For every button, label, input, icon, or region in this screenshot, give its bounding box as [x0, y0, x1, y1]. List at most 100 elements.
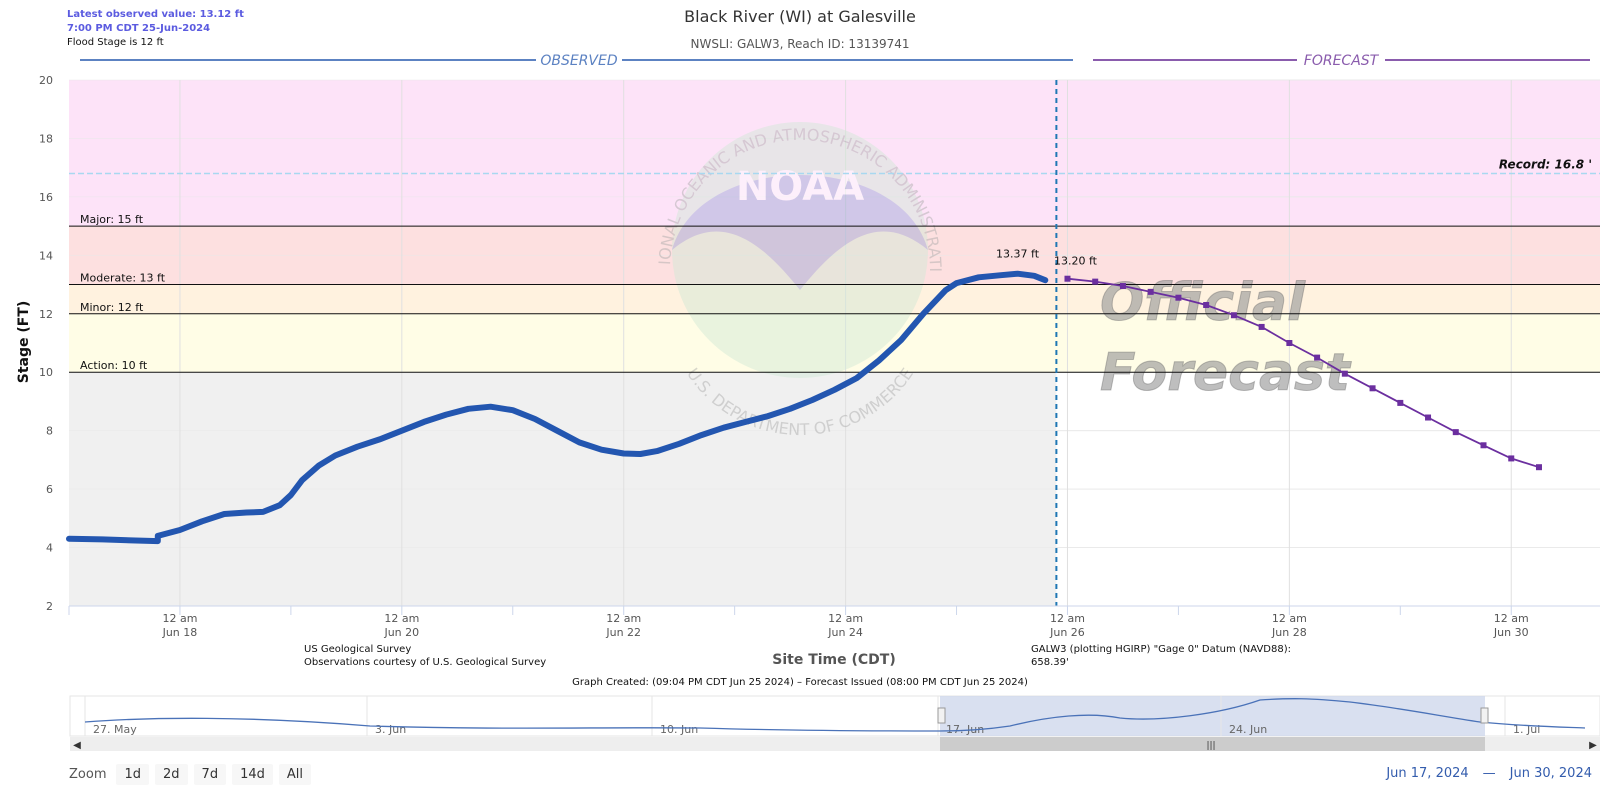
usgs-credit: US Geological Survey Observations courte… — [304, 643, 546, 669]
x-tick-label: Jun 30 — [1493, 626, 1529, 639]
data-series — [66, 270, 1542, 545]
forecast-point — [1397, 399, 1404, 406]
scroll-right-icon[interactable]: ▶ — [1589, 740, 1597, 751]
forecast-point — [1203, 302, 1210, 309]
latest-observation-box: Latest observed value: 13.12 ft 7:00 PM … — [67, 8, 244, 50]
forecast-point — [1341, 370, 1348, 377]
range-to[interactable]: Jun 30, 2024 — [1509, 766, 1592, 781]
minor-band — [69, 284, 1600, 314]
navigator-date-label: 3. Jun — [375, 723, 406, 736]
forecast-word: Forecast — [1100, 343, 1352, 403]
x-tick-label: Jun 22 — [605, 626, 641, 639]
x-tick-label: 12 am — [1494, 612, 1529, 625]
action-band — [69, 313, 1600, 373]
record-label: Record: 16.8 ' — [1499, 158, 1592, 172]
navigator-handle-left[interactable] — [937, 707, 946, 724]
credit-line-1: US Geological Survey — [304, 644, 412, 655]
navigator-labels: 27. May 3. Jun 10. Jun 17. Jun 24. Jun 1. Jul — [84, 696, 1540, 736]
zoom-all-button[interactable]: All — [278, 764, 311, 785]
y-axis-title: Stage (FT) — [16, 301, 32, 384]
scroll-left-icon[interactable]: ◀ — [73, 740, 81, 751]
x-tick-label: Jun 18 — [162, 626, 198, 639]
navigator-date-label: 10. Jun — [660, 723, 698, 736]
forecast-point — [1369, 385, 1376, 392]
forecast-point — [1147, 288, 1154, 295]
action-label: Action: 10 ft — [80, 359, 148, 372]
zoom-14d-button[interactable]: 14d — [232, 764, 273, 785]
forecast-point — [1535, 464, 1542, 471]
zoom-2d-button[interactable]: 2d — [155, 764, 188, 785]
data-annotations: 13.37 ft 13.20 ft — [996, 248, 1098, 268]
x-tick-label: Jun 26 — [1049, 626, 1085, 639]
noaa-logo-text: NOAA — [736, 164, 864, 210]
observed-label: OBSERVED — [540, 53, 618, 69]
latest-time: 7:00 PM CDT 25-Jun-2024 — [67, 23, 211, 34]
y-tick-label: 18 — [39, 132, 53, 145]
forecast-series-line — [1067, 277, 1540, 469]
credit-line-2: Observations courtesy of U.S. Geological… — [304, 657, 547, 668]
flood-stage-note: Flood Stage is 12 ft — [67, 37, 164, 48]
navigator-series — [84, 698, 1586, 732]
date-range: Jun 17, 2024 — Jun 30, 2024 — [1386, 766, 1592, 781]
forecast-point — [1314, 354, 1321, 361]
zoom-controls: Zoom 1d 2d 7d 14d All — [69, 764, 311, 785]
forecast-point — [1119, 283, 1126, 290]
scrollbar-grip-icon: ||| — [1206, 741, 1215, 751]
major-band — [69, 80, 1600, 227]
zoom-7d-button[interactable]: 7d — [193, 764, 227, 785]
y-tick-label: 20 — [39, 74, 53, 87]
y-tick-label: 16 — [39, 191, 53, 204]
threshold-lines: Record: 16.8 ' Major: 15 ft Moderate: 13 f… — [69, 80, 1600, 606]
forecast-label: FORECAST — [1304, 53, 1380, 69]
forecast-point — [1425, 414, 1432, 421]
x-tick-label: 12 am — [1272, 612, 1307, 625]
y-tick-label: 14 — [39, 249, 53, 262]
minor-label: Minor: 12 ft — [80, 301, 144, 314]
navigator[interactable]: 27. May 3. Jun 10. Jun 17. Jun 24. Jun 1. Jul… — [69, 695, 1600, 751]
zoom-1d-button[interactable]: 1d — [116, 764, 150, 785]
range-from[interactable]: Jun 17, 2024 — [1386, 766, 1469, 781]
datum-line-2: 658.39' — [1031, 657, 1069, 668]
forecast-point — [1064, 275, 1071, 282]
forecast-point — [1092, 278, 1099, 285]
chart-title: Black River (WI) at Galesville — [684, 7, 916, 26]
noaa-bird — [672, 175, 928, 290]
x-tick-label: 12 am — [606, 612, 641, 625]
navigator-selection[interactable] — [940, 696, 1485, 736]
datum-note: GALW3 (plotting HGIRP) "Gage 0" Datum (N… — [1031, 643, 1291, 669]
value-annotation: 13.20 ft — [1054, 255, 1098, 268]
forecast-point — [1452, 429, 1459, 436]
forecast-point — [1286, 340, 1293, 346]
graph-created-note: Graph Created: (09:04 PM CDT Jun 25 2024… — [572, 677, 1028, 688]
navigator-date-label: 27. May — [93, 723, 137, 736]
x-tick-label: Jun 28 — [1271, 626, 1307, 639]
x-tick-label: 12 am — [1050, 612, 1085, 625]
moderate-label: Moderate: 13 ft — [80, 272, 166, 285]
navigator-handle-right[interactable] — [1480, 707, 1489, 724]
navigator-scrollbar-thumb[interactable] — [940, 737, 1485, 751]
forecast-point — [1175, 294, 1182, 301]
navigator-date-label: 24. Jun — [1229, 723, 1267, 736]
y-tick-label: 8 — [46, 425, 53, 438]
x-tick-label: Jun 24 — [827, 626, 863, 639]
y-tick-label: 10 — [39, 366, 53, 379]
observed-series-line — [66, 270, 1049, 545]
y-tick-label: 12 — [39, 308, 53, 321]
chart-subtitle: NWSLI: GALW3, Reach ID: 13139741 — [690, 37, 910, 51]
x-tick-label: Jun 20 — [383, 626, 419, 639]
value-annotation: 13.37 ft — [996, 248, 1040, 261]
forecast-point — [1508, 455, 1515, 462]
hydrograph-chart: OBSERVED FORECAST NOAA NATIONAL OCEANIC … — [0, 0, 1600, 751]
latest-value: Latest observed value: 13.12 ft — [67, 9, 244, 20]
y-tick-label: 4 — [46, 542, 53, 555]
x-tick-label: 12 am — [162, 612, 197, 625]
y-tick-label: 6 — [46, 483, 53, 496]
major-label: Major: 15 ft — [80, 213, 144, 226]
range-dash: — — [1482, 766, 1496, 781]
navigator-date-label: 17. Jun — [946, 723, 984, 736]
official-word: Official — [1100, 273, 1306, 333]
y-tick-label: 2 — [46, 600, 53, 613]
zoom-label: Zoom — [69, 767, 107, 782]
x-tick-label: 12 am — [384, 612, 419, 625]
